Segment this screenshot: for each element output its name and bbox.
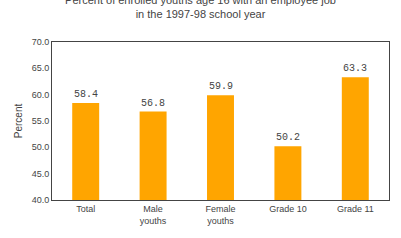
svg-text:Femaleyouths: Femaleyouths (205, 204, 235, 226)
svg-text:63.3: 63.3 (343, 63, 367, 74)
svg-text:Grade 11: Grade 11 (337, 204, 374, 214)
svg-text:Percent of enrolled youths age: Percent of enrolled youths age 16 with a… (65, 0, 336, 20)
svg-text:Grade 10: Grade 10 (269, 204, 307, 214)
svg-text:45.0: 45.0 (32, 169, 50, 179)
svg-text:50.0: 50.0 (32, 142, 50, 152)
svg-text:55.0: 55.0 (32, 116, 50, 126)
svg-text:Total: Total (76, 204, 95, 214)
svg-text:65.0: 65.0 (32, 63, 50, 73)
svg-text:40.0: 40.0 (32, 195, 50, 205)
svg-text:50.2: 50.2 (276, 132, 300, 143)
svg-text:59.9: 59.9 (209, 81, 233, 92)
svg-text:70.0: 70.0 (32, 37, 50, 47)
svg-text:Maleyouths: Maleyouths (140, 204, 167, 226)
svg-text:Percent: Percent (13, 104, 24, 139)
svg-text:60.0: 60.0 (32, 90, 50, 100)
svg-text:56.8: 56.8 (141, 98, 165, 109)
svg-text:58.4: 58.4 (74, 89, 98, 100)
